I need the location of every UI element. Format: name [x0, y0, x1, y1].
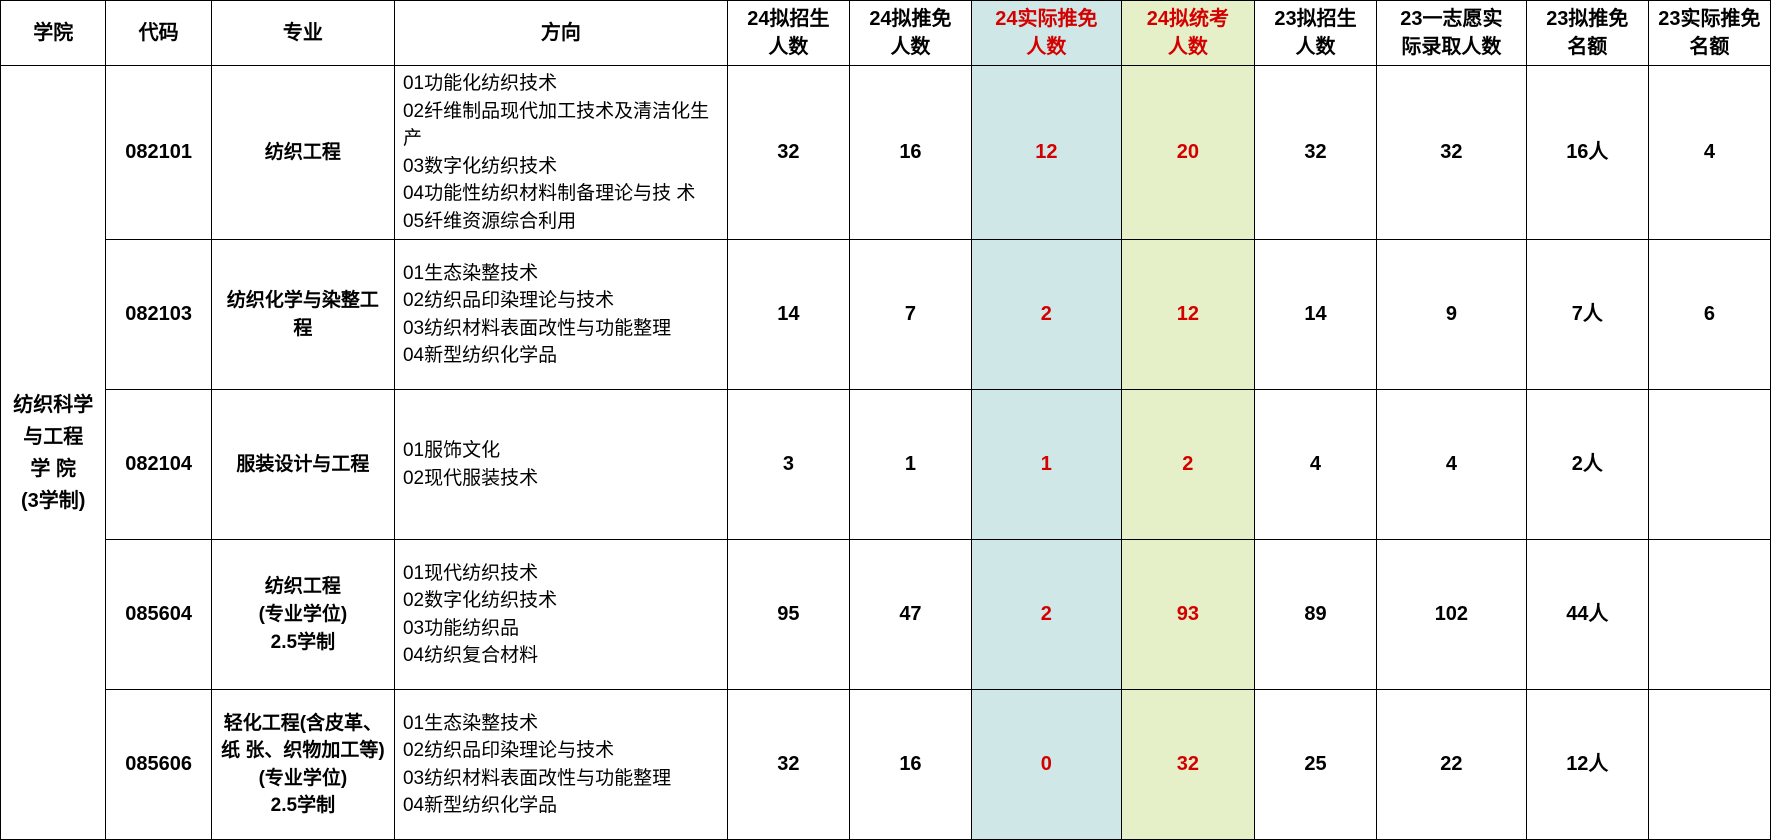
enrollment-table: 学院 代码 专业 方向 24拟招生人数 24拟推免人数 24实际推免人数 24拟…: [0, 0, 1771, 840]
direction-cell: 01现代纺织技术02数字化纺织技术03功能纺织品04纺织复合材料: [394, 540, 727, 690]
table-row: 082103纺织化学与染整工程01生态染整技术02纺织品印染理论与技术03纺织材…: [1, 240, 1771, 390]
code-cell: 085606: [106, 690, 211, 840]
c24-exam: 93: [1121, 540, 1254, 690]
c23-first: 4: [1376, 390, 1526, 540]
c23-actual-rec: [1648, 390, 1770, 540]
c24-rec: 47: [849, 540, 971, 690]
c24-enroll: 14: [727, 240, 849, 390]
college-cell: 纺织科学与工程学 院(3学制): [1, 66, 106, 840]
c23-rec-quota: 12人: [1526, 690, 1648, 840]
th-college: 学院: [1, 1, 106, 66]
c23-rec-quota: 2人: [1526, 390, 1648, 540]
c24-rec: 7: [849, 240, 971, 390]
major-cell: 纺织工程: [211, 66, 394, 240]
code-cell: 085604: [106, 540, 211, 690]
c23-actual-rec: 4: [1648, 66, 1770, 240]
major-cell: 服装设计与工程: [211, 390, 394, 540]
c24-actual-rec: 12: [971, 66, 1121, 240]
th-23-enroll: 23拟招生人数: [1254, 1, 1376, 66]
code-cell: 082101: [106, 66, 211, 240]
c24-enroll: 32: [727, 66, 849, 240]
c23-first: 32: [1376, 66, 1526, 240]
direction-cell: 01功能化纺织技术02纤维制品现代加工技术及清洁化生产03数字化纺织技术04功能…: [394, 66, 727, 240]
c24-actual-rec: 1: [971, 390, 1121, 540]
c24-actual-rec: 2: [971, 540, 1121, 690]
c23-first: 9: [1376, 240, 1526, 390]
c24-actual-rec: 2: [971, 240, 1121, 390]
major-cell: 纺织工程(专业学位)2.5学制: [211, 540, 394, 690]
direction-cell: 01生态染整技术02纺织品印染理论与技术03纺织材料表面改性与功能整理04新型纺…: [394, 240, 727, 390]
c24-exam: 20: [1121, 66, 1254, 240]
c24-exam: 2: [1121, 390, 1254, 540]
th-24-exam: 24拟统考人数: [1121, 1, 1254, 66]
th-code: 代码: [106, 1, 211, 66]
th-23-rec-quota: 23拟推免名额: [1526, 1, 1648, 66]
th-direction: 方向: [394, 1, 727, 66]
c23-first: 22: [1376, 690, 1526, 840]
th-23-first: 23一志愿实际录取人数: [1376, 1, 1526, 66]
c24-rec: 16: [849, 690, 971, 840]
c23-rec-quota: 16人: [1526, 66, 1648, 240]
th-24-rec: 24拟推免人数: [849, 1, 971, 66]
th-23-actual-rec: 23实际推免名额: [1648, 1, 1770, 66]
c23-enroll: 32: [1254, 66, 1376, 240]
c23-first: 102: [1376, 540, 1526, 690]
code-cell: 082103: [106, 240, 211, 390]
c24-exam: 12: [1121, 240, 1254, 390]
th-24-actual-rec: 24实际推免人数: [971, 1, 1121, 66]
c24-enroll: 95: [727, 540, 849, 690]
direction-cell: 01生态染整技术02纺织品印染理论与技术03纺织材料表面改性与功能整理04新型纺…: [394, 690, 727, 840]
th-24-enroll: 24拟招生人数: [727, 1, 849, 66]
table-row: 085606轻化工程(含皮革、纸 张、织物加工等)(专业学位)2.5学制01生态…: [1, 690, 1771, 840]
c23-enroll: 89: [1254, 540, 1376, 690]
c24-exam: 32: [1121, 690, 1254, 840]
c23-rec-quota: 44人: [1526, 540, 1648, 690]
code-cell: 082104: [106, 390, 211, 540]
c23-actual-rec: [1648, 540, 1770, 690]
major-cell: 轻化工程(含皮革、纸 张、织物加工等)(专业学位)2.5学制: [211, 690, 394, 840]
c24-rec: 16: [849, 66, 971, 240]
c24-enroll: 3: [727, 390, 849, 540]
table-row: 纺织科学与工程学 院(3学制)082101纺织工程01功能化纺织技术02纤维制品…: [1, 66, 1771, 240]
c24-actual-rec: 0: [971, 690, 1121, 840]
c23-enroll: 25: [1254, 690, 1376, 840]
c23-rec-quota: 7人: [1526, 240, 1648, 390]
header-row: 学院 代码 专业 方向 24拟招生人数 24拟推免人数 24实际推免人数 24拟…: [1, 1, 1771, 66]
major-cell: 纺织化学与染整工程: [211, 240, 394, 390]
direction-cell: 01服饰文化02现代服装技术: [394, 390, 727, 540]
c24-enroll: 32: [727, 690, 849, 840]
c23-actual-rec: [1648, 690, 1770, 840]
table-row: 085604纺织工程(专业学位)2.5学制01现代纺织技术02数字化纺织技术03…: [1, 540, 1771, 690]
th-major: 专业: [211, 1, 394, 66]
table-row: 082104服装设计与工程01服饰文化02现代服装技术3112442人: [1, 390, 1771, 540]
c24-rec: 1: [849, 390, 971, 540]
c23-enroll: 4: [1254, 390, 1376, 540]
c23-enroll: 14: [1254, 240, 1376, 390]
c23-actual-rec: 6: [1648, 240, 1770, 390]
